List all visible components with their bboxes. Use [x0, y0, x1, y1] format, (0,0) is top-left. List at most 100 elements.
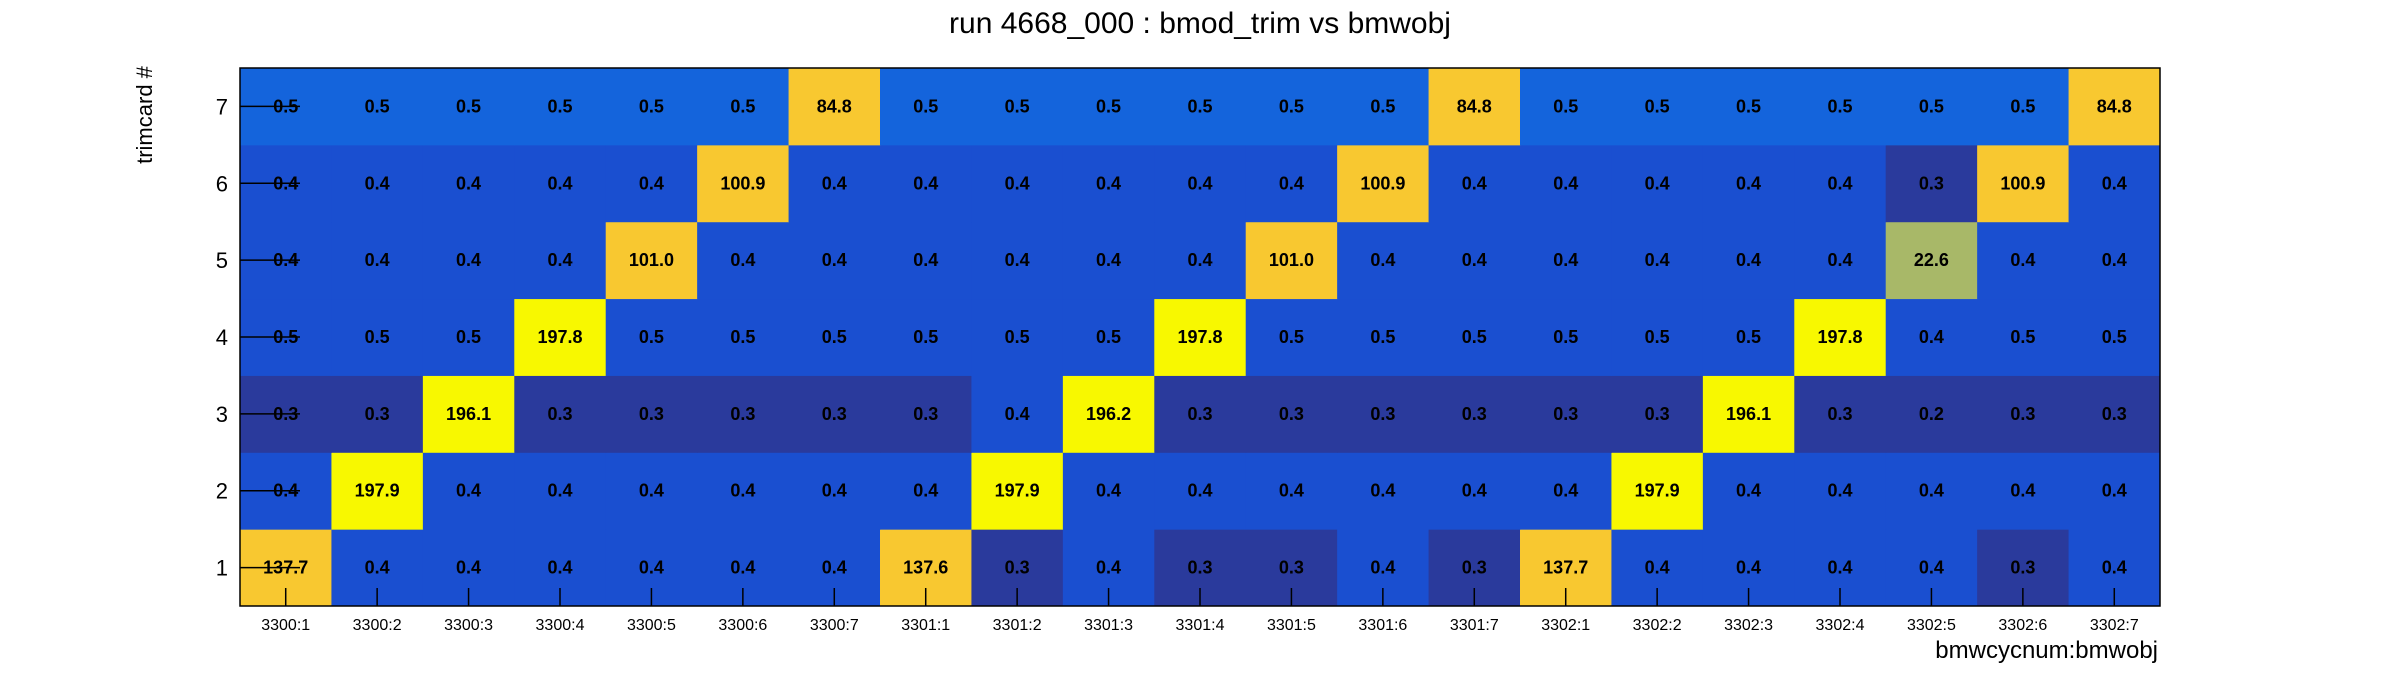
cell-value-label: 0.4: [1187, 173, 1212, 193]
heatmap-cell: [1337, 144, 1430, 223]
heatmap-cell: [1062, 298, 1155, 376]
heatmap-cell: [1611, 375, 1704, 453]
heatmap-cell: [971, 375, 1064, 453]
heatmap-cell: [1245, 221, 1338, 300]
cell-value-label: 0.4: [913, 481, 938, 501]
heatmap-cell: [514, 144, 607, 223]
heatmap-cell: [1428, 298, 1521, 376]
cell-value-label: 0.4: [2102, 173, 2127, 193]
cell-value-label: 0.4: [1279, 481, 1304, 501]
heatmap-cell: [1794, 375, 1887, 453]
x-tick-label: 3302:2: [1633, 617, 1682, 634]
heatmap-cell: [1977, 298, 2070, 376]
heatmap-cell: [605, 144, 698, 223]
heatmap-cell: [1154, 144, 1247, 223]
cell-value-label: 197.8: [1177, 327, 1222, 347]
cell-value-label: 0.5: [1553, 327, 1578, 347]
x-tick-label: 3302:4: [1816, 617, 1865, 634]
heatmap-cell: [788, 452, 881, 530]
cell-value-label: 0.3: [547, 404, 572, 424]
cell-value-label: 0.4: [365, 173, 390, 193]
heatmap-cell: [880, 221, 972, 300]
heatmap-cell: [605, 452, 698, 530]
heatmap-cell: [331, 452, 424, 530]
x-tick-label: 3300:5: [627, 617, 676, 634]
cell-value-label: 137.6: [903, 558, 948, 578]
cell-value-label: 0.5: [1827, 96, 1852, 116]
heatmap-cell: [880, 144, 972, 223]
cell-value-label: 0.3: [1279, 558, 1304, 578]
cell-value-label: 0.4: [1462, 481, 1487, 501]
cell-value-label: 0.4: [1462, 173, 1487, 193]
cell-value-label: 0.5: [1096, 96, 1121, 116]
heatmap-cell: [605, 68, 698, 146]
heatmap-cell: [1062, 375, 1155, 453]
cell-value-label: 0.5: [547, 96, 572, 116]
y-axis-label: trimcard #: [132, 65, 157, 164]
cell-value-label: 0.4: [1370, 481, 1395, 501]
x-tick-label: 3300:7: [810, 617, 859, 634]
cell-value-label: 101.0: [1269, 250, 1314, 270]
heatmap-cell: [1154, 221, 1247, 300]
heatmap-cell: [697, 144, 790, 223]
cell-value-label: 0.5: [365, 96, 390, 116]
cell-value-label: 0.4: [2010, 250, 2035, 270]
cell-value-label: 0.3: [730, 404, 755, 424]
heatmap-cell: [1245, 68, 1338, 146]
heatmap-cell: [1154, 452, 1247, 530]
x-tick-label: 3301:7: [1450, 617, 1499, 634]
cell-value-label: 0.2: [1919, 404, 1944, 424]
cell-value-label: 196.2: [1086, 404, 1131, 424]
cell-value-label: 0.5: [1279, 96, 1304, 116]
cell-value-label: 0.5: [639, 327, 664, 347]
heatmap-cell: [971, 452, 1064, 530]
y-tick-label: 4: [216, 325, 228, 350]
heatmap-cell: [1337, 452, 1430, 530]
heatmap-cell: [1520, 144, 1612, 223]
cell-value-label: 197.8: [1817, 327, 1862, 347]
cell-value-label: 197.8: [537, 327, 582, 347]
heatmap-cell: [331, 221, 424, 300]
cell-value-label: 0.4: [1736, 250, 1761, 270]
heatmap-cell: [880, 375, 972, 453]
cell-value-label: 0.5: [1187, 96, 1212, 116]
heatmap-cell: [697, 298, 790, 376]
cell-value-label: 0.4: [1645, 558, 1670, 578]
cell-value-label: 0.3: [1919, 173, 1944, 193]
heatmap-cell: [422, 452, 515, 530]
cell-value-label: 0.4: [822, 250, 847, 270]
heatmap-cell: [880, 298, 972, 376]
cell-value-label: 0.5: [639, 96, 664, 116]
cell-value-label: 196.1: [446, 404, 491, 424]
x-tick-label: 3301:5: [1267, 617, 1316, 634]
cell-value-label: 0.5: [2102, 327, 2127, 347]
heatmap-cell: [788, 375, 881, 453]
heatmap-cell: [1428, 144, 1521, 223]
cell-value-label: 0.4: [730, 481, 755, 501]
cell-value-label: 0.5: [1279, 327, 1304, 347]
heatmap-cell: [1245, 144, 1338, 223]
cell-value-label: 0.4: [822, 558, 847, 578]
heatmap-cell: [422, 68, 515, 146]
heatmap-cell: [514, 68, 607, 146]
heatmap-cell: [788, 144, 881, 223]
cell-value-label: 0.5: [2010, 96, 2035, 116]
cell-value-label: 100.9: [720, 173, 765, 193]
x-tick-label: 3301:3: [1084, 617, 1133, 634]
cell-value-label: 0.3: [913, 404, 938, 424]
cell-value-label: 84.8: [2097, 96, 2132, 116]
heatmap-cell: [331, 298, 424, 376]
heatmap-cell: [1154, 375, 1247, 453]
cell-value-labels: 137.7 0.4 0.4 0.4 0.4 0.4 0.4 137.6 0.3 0.4 0.3 0.3…: [263, 96, 2132, 577]
cell-value-label: 0.4: [2010, 481, 2035, 501]
y-tick-label: 5: [216, 248, 228, 273]
cell-value-label: 0.4: [639, 481, 664, 501]
heatmap-cell: [1611, 452, 1704, 530]
heatmap-cell: [1611, 144, 1704, 223]
cell-value-label: 0.4: [2102, 558, 2127, 578]
heatmap-cell: [422, 298, 515, 376]
cell-value-label: 0.5: [1645, 96, 1670, 116]
cell-value-label: 0.3: [1462, 558, 1487, 578]
cell-value-label: 0.5: [1736, 327, 1761, 347]
heatmap-cell: [788, 221, 881, 300]
